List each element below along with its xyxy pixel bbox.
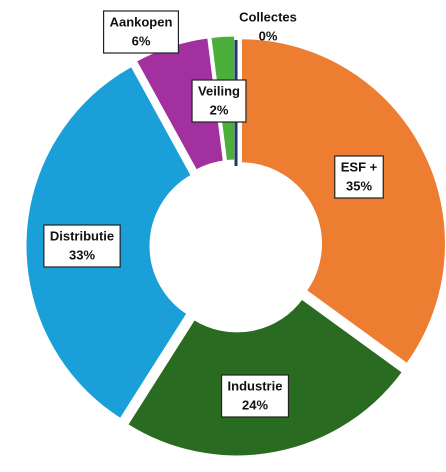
label-box: [220, 374, 290, 418]
slice: [238, 36, 446, 367]
value-label: 33%: [69, 247, 95, 262]
label-box: [43, 224, 121, 268]
data-label: Collectes 0%: [239, 9, 297, 43]
category-label: Distributie: [50, 228, 114, 243]
value-label: 2%: [210, 102, 229, 117]
label-box: [191, 79, 247, 123]
value-label: 24%: [242, 397, 268, 412]
label-box: [334, 155, 384, 199]
data-label: Aankopen 6%: [102, 10, 180, 54]
value-label: 35%: [346, 178, 372, 193]
category-label: ESF +: [341, 159, 378, 174]
data-label: Veiling 2%: [191, 79, 247, 123]
value-label: 0%: [259, 28, 278, 43]
value-label: 6%: [132, 33, 151, 48]
category-label: Industrie: [228, 378, 283, 393]
category-label: Veiling: [198, 83, 240, 98]
category-label: Aankopen: [110, 14, 173, 29]
data-label: Industrie 24%: [220, 374, 290, 418]
category-label: Collectes: [239, 9, 297, 24]
data-label: ESF + 35%: [334, 155, 384, 199]
data-label: Distributie 33%: [43, 224, 121, 268]
label-box: [102, 10, 180, 54]
